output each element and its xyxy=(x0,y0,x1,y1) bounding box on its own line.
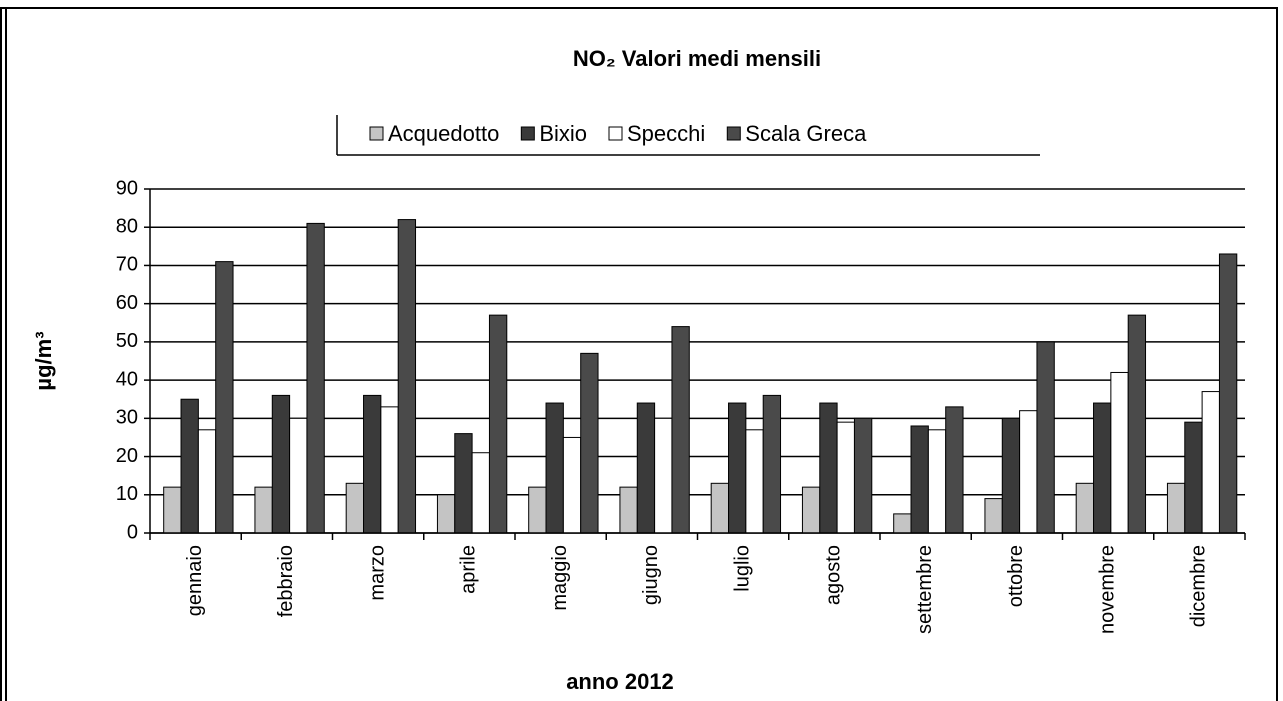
bar xyxy=(1001,417,1021,534)
legend-label: Scala Greca xyxy=(745,121,867,146)
y-tick-label: 0 xyxy=(127,521,138,543)
bar xyxy=(728,402,747,534)
bar xyxy=(654,417,673,534)
x-tick-label: gennaio xyxy=(184,545,206,616)
bar xyxy=(1075,482,1095,534)
y-tick-label: 10 xyxy=(116,483,138,505)
bar xyxy=(1166,482,1186,534)
bar xyxy=(306,222,325,534)
bar xyxy=(819,402,838,534)
bar xyxy=(745,429,764,534)
bar xyxy=(471,452,490,534)
bar xyxy=(197,429,217,534)
legend-swatch xyxy=(726,126,741,141)
y-tick-label: 40 xyxy=(116,368,138,390)
y-tick-label: 50 xyxy=(116,330,138,352)
bar xyxy=(271,394,291,534)
x-axis-label: anno 2012 xyxy=(566,669,674,694)
bar xyxy=(1019,410,1038,534)
bar xyxy=(454,433,473,534)
bar xyxy=(254,486,273,534)
x-tick-label: settembre xyxy=(914,545,936,634)
x-tick-label: maggio xyxy=(549,545,571,611)
bar xyxy=(1201,391,1220,534)
legend-label: Acquedotto xyxy=(388,121,499,146)
x-tick-label: febbraio xyxy=(275,545,297,617)
bar xyxy=(927,429,947,534)
x-tick-label: agosto xyxy=(823,545,845,605)
legend-label: Specchi xyxy=(627,121,705,146)
bar xyxy=(853,417,873,534)
bar xyxy=(836,421,855,534)
bar xyxy=(163,486,182,534)
bar xyxy=(801,486,821,534)
x-tick-label: luglio xyxy=(731,545,753,592)
bar xyxy=(1127,314,1147,534)
legend-swatch xyxy=(369,126,384,141)
bar xyxy=(528,486,547,534)
legend-swatch xyxy=(520,126,535,141)
bar xyxy=(580,352,599,534)
bar xyxy=(215,261,234,534)
bar xyxy=(488,314,508,534)
legend-label: Bixio xyxy=(539,121,587,146)
legend-swatch xyxy=(608,126,623,141)
bar xyxy=(910,425,929,534)
bar xyxy=(710,482,730,534)
x-tick-label: aprile xyxy=(458,545,480,594)
y-tick-label: 60 xyxy=(116,292,138,314)
y-tick-label: 70 xyxy=(116,254,138,276)
bar xyxy=(1184,421,1203,534)
y-axis-label: µg/m³ xyxy=(31,331,56,390)
x-tick-label: ottobre xyxy=(1005,545,1027,607)
bar xyxy=(984,498,1003,534)
bar xyxy=(671,326,690,534)
bar xyxy=(545,402,564,534)
y-tick-label: 30 xyxy=(116,407,138,429)
bar xyxy=(762,394,782,534)
bar xyxy=(893,513,912,534)
bar xyxy=(380,406,399,534)
chart-title: NO₂ Valori medi mensili xyxy=(573,46,821,71)
bar xyxy=(945,406,964,534)
bar xyxy=(619,486,638,534)
frame xyxy=(0,7,1278,701)
bar xyxy=(1036,341,1055,534)
bar xyxy=(180,398,199,534)
y-tick-label: 20 xyxy=(116,445,138,467)
bar xyxy=(363,394,382,534)
bar xyxy=(345,482,365,534)
bar xyxy=(636,402,656,534)
bar xyxy=(1110,371,1129,534)
x-tick-label: marzo xyxy=(366,545,388,601)
y-tick-label: 90 xyxy=(116,177,138,199)
bar xyxy=(1218,253,1238,534)
bar xyxy=(562,436,582,534)
x-tick-label: dicembre xyxy=(1188,545,1210,627)
bar xyxy=(289,417,308,534)
bar xyxy=(436,494,456,534)
bar xyxy=(1093,402,1112,534)
x-tick-label: giugno xyxy=(640,545,662,605)
y-tick-label: 80 xyxy=(116,216,138,238)
bar xyxy=(397,219,417,534)
x-tick-label: novembre xyxy=(1096,545,1118,634)
